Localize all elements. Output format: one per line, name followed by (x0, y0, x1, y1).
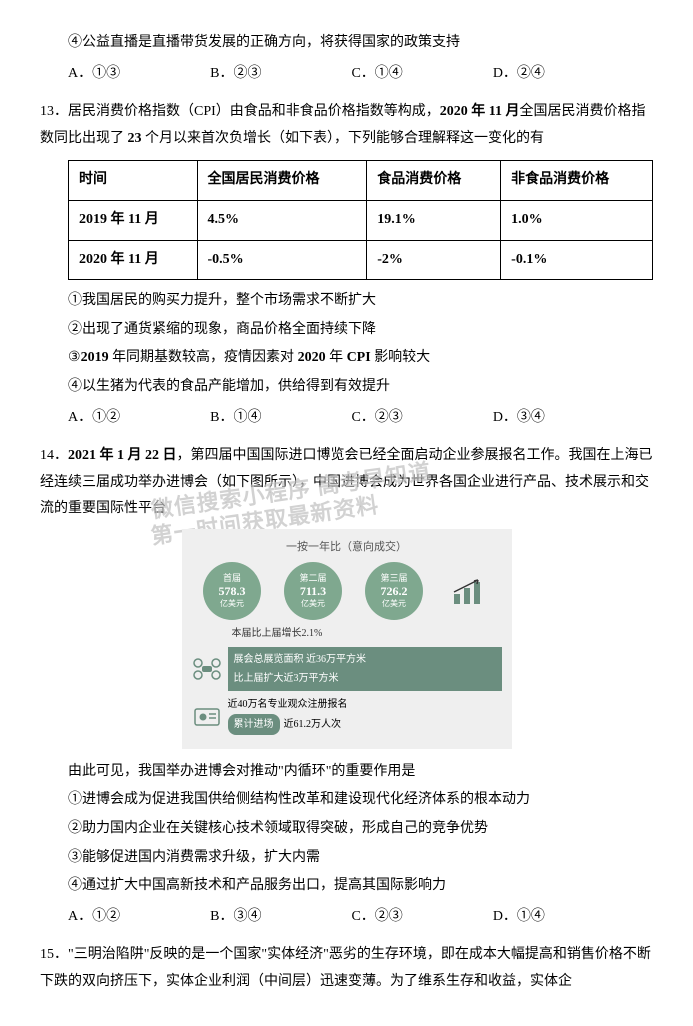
bubble-2: 第二届 711.3 亿美元 (284, 562, 342, 620)
q13-opt-d: D．③④ (493, 405, 545, 432)
table-row: 2019 年 11 月 4.5% 19.1% 1.0% (69, 200, 653, 240)
bubble-1-unit: 亿美元 (220, 599, 244, 609)
visitors-text: 近40万名专业观众注册报名 累计进场近61.2万人次 (228, 695, 502, 735)
bubble-2-unit: 亿美元 (301, 599, 325, 609)
bubble-3-value: 726.2 (381, 584, 408, 598)
q12-opt-b: B．②③ (210, 61, 261, 88)
q14-opt-d: D．①④ (493, 904, 545, 931)
cell: 19.1% (367, 200, 501, 240)
q13-bold1: 2020 年 11 月 (440, 104, 520, 119)
q13-stem: 13．居民消费价格指数（CPI）由食品和非食品价格指数等构成，2020 年 11… (40, 99, 653, 152)
q14-s3: ③能够促进国内消费需求升级，扩大内需 (68, 845, 653, 872)
cell: -0.5% (197, 240, 367, 280)
bubble-3-unit: 亿美元 (382, 599, 406, 609)
th-national: 全国居民消费价格 (197, 161, 367, 201)
q13-opt-b: B．①④ (210, 405, 261, 432)
th-nonfood: 非食品消费价格 (501, 161, 653, 201)
q14: 14．2021 年 1 月 22 日，第四届中国国际进口博览会已经全面启动企业参… (40, 443, 653, 930)
q13-table: 时间 全国居民消费价格 食品消费价格 非食品消费价格 2019 年 11 月 4… (68, 160, 653, 280)
th-time: 时间 (69, 161, 198, 201)
q14-statements: ①进博会成为促进我国供给侧结构性改革和建设现代化经济体系的根本动力 ②助力国内企… (40, 787, 653, 899)
q14-s2: ②助力国内企业在关键核心技术领域取得突破，形成自己的竞争优势 (68, 816, 653, 843)
q13-s4: ④以生猪为代表的食品产能增加，供给得到有效提升 (68, 374, 653, 401)
q12-opt-c: C．①④ (351, 61, 402, 88)
info-area-banner: 展会总展览面积 近36万平方米 比上届扩大近3万平方米 (228, 647, 502, 691)
info-area-row: 展会总展览面积 近36万平方米 比上届扩大近3万平方米 (192, 647, 502, 691)
cell: -0.1% (501, 240, 653, 280)
q14-conclusion: 由此可见，我国举办进博会对推动"内循环"的重要作用是 (40, 759, 653, 786)
drone-icon (192, 657, 222, 681)
bubble-2-value: 711.3 (300, 584, 326, 598)
q15: 15．"三明治陷阱"反映的是一个国家"实体经济"恶劣的生存环境，即在成本大幅提高… (40, 942, 653, 995)
q12-options: A．①③ B．②③ C．①④ D．②④ (40, 61, 653, 88)
area-top: 展会总展览面积 近36万平方米 (234, 650, 496, 669)
q15-text: "三明治陷阱"反映的是一个国家"实体经济"恶劣的生存环境，即在成本大幅提高和销售… (40, 947, 651, 989)
q14-stem: 14．2021 年 1 月 22 日，第四届中国国际进口博览会已经全面启动企业参… (40, 443, 653, 523)
visitors-val: 近61.2万人次 (284, 719, 342, 730)
q14-bold1: 2021 年 1 月 22 日 (68, 448, 177, 463)
badge-icon (192, 703, 222, 727)
info-visitors-row: 近40万名专业观众注册报名 累计进场近61.2万人次 (192, 695, 502, 735)
th-food: 食品消费价格 (367, 161, 501, 201)
q13-s1: ①我国居民的购买力提升，整个市场需求不断扩大 (68, 288, 653, 315)
bubble-2-label: 第二届 (299, 573, 326, 584)
q14-opt-b: B．③④ (210, 904, 261, 931)
cell: 2020 年 11 月 (69, 240, 198, 280)
table-header-row: 时间 全国居民消费价格 食品消费价格 非食品消费价格 (69, 161, 653, 201)
info-growth: 本届比上届增长2.1% (192, 624, 502, 643)
cell: 1.0% (501, 200, 653, 240)
bubble-1-value: 578.3 (219, 584, 246, 598)
growth-chart-icon (450, 576, 490, 606)
cell: -2% (367, 240, 501, 280)
bubble-1-label: 首届 (223, 573, 241, 584)
q13-text1: 居民消费价格指数（CPI）由食品和非食品价格指数等构成， (68, 104, 440, 119)
q13-bold2: 23 (128, 131, 142, 146)
q12-opt-d: D．②④ (493, 61, 545, 88)
q13-statements: ①我国居民的购买力提升，整个市场需求不断扩大 ②出现了通货紧缩的现象，商品价格全… (40, 288, 653, 400)
cell: 4.5% (197, 200, 367, 240)
q14-opt-c: C．②③ (351, 904, 402, 931)
q13-s2: ②出现了通货紧缩的现象，商品价格全面持续下降 (68, 317, 653, 344)
cell: 2019 年 11 月 (69, 200, 198, 240)
q13-s3: ③2019 年同期基数较高，疫情因素对 2020 年 CPI 影响较大 (68, 345, 653, 372)
info-bubbles: 首届 578.3 亿美元 第二届 711.3 亿美元 第三届 726.2 亿美元 (192, 562, 502, 620)
bubble-3-label: 第三届 (380, 573, 407, 584)
q13-opt-a: A．①② (68, 405, 120, 432)
q14-s1: ①进博会成为促进我国供给侧结构性改革和建设现代化经济体系的根本动力 (68, 787, 653, 814)
info-title: 一按一年比（意向成交） (192, 537, 502, 558)
q13: 13．居民消费价格指数（CPI）由食品和非食品价格指数等构成，2020 年 11… (40, 99, 653, 431)
q13-options: A．①② B．①④ C．②③ D．③④ (40, 405, 653, 432)
table-row: 2020 年 11 月 -0.5% -2% -0.1% (69, 240, 653, 280)
q14-s4: ④通过扩大中国高新技术和产品服务出口，提高其国际影响力 (68, 873, 653, 900)
visitors-pill: 累计进场 (228, 714, 280, 735)
q12-opt-a: A．①③ (68, 61, 120, 88)
q13-number: 13． (40, 104, 68, 119)
q13-text3: 个月以来首次负增长（如下表），下列能够合理解释这一变化的有 (142, 131, 545, 146)
bubble-1: 首届 578.3 亿美元 (203, 562, 261, 620)
q14-options: A．①② B．③④ C．②③ D．①④ (40, 904, 653, 931)
bubble-3: 第三届 726.2 亿美元 (365, 562, 423, 620)
area-bottom: 比上届扩大近3万平方米 (234, 669, 496, 688)
q13-opt-c: C．②③ (351, 405, 402, 432)
q14-infographic: 一按一年比（意向成交） 首届 578.3 亿美元 第二届 711.3 亿美元 第… (182, 529, 512, 749)
q12-statement-4: ④公益直播是直播带货发展的正确方向，将获得国家的政策支持 (40, 30, 653, 57)
q14-opt-a: A．①② (68, 904, 120, 931)
q14-number: 14． (40, 448, 68, 463)
visitors-top: 近40万名专业观众注册报名 (228, 695, 502, 714)
q15-number: 15． (40, 947, 68, 962)
